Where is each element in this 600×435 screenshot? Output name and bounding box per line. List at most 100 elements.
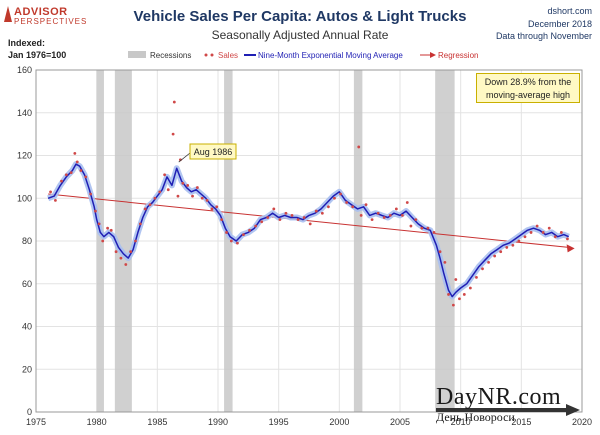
sales-point: [547, 226, 551, 230]
source-label: dshort.com: [547, 6, 592, 16]
sales-point: [447, 293, 450, 296]
sales-point: [333, 196, 336, 200]
sales-point: [409, 224, 413, 228]
x-tick-label: 1990: [208, 417, 228, 427]
sales-point: [248, 228, 251, 232]
date-label: December 2018: [527, 19, 592, 29]
axes: 0 20 40 60 80 100 120 140 160 1975 1980 1985 1990 199…: [17, 65, 592, 427]
sales-point: [229, 239, 233, 243]
y-tick-label: 100: [17, 193, 32, 203]
callout-box: Down 28.9% from the moving-average high: [476, 73, 580, 103]
sales-point: [468, 286, 472, 290]
regression-line: [48, 193, 575, 253]
moving-average-line: [47, 163, 569, 298]
sales-point: [290, 213, 294, 217]
sales-point: [420, 226, 424, 230]
sales-point: [487, 260, 490, 264]
sales-point: [200, 196, 204, 200]
sales-point: [158, 190, 162, 194]
watermark-arrow: [436, 404, 580, 416]
legend-sales-marker: [204, 53, 208, 57]
callout-line-2: moving-average high: [485, 90, 571, 100]
sales-point: [405, 201, 409, 204]
sales-point: [49, 190, 52, 194]
y-tick-label: 0: [27, 407, 32, 417]
sales-point: [462, 293, 466, 296]
sales-point: [370, 218, 374, 222]
sales-point: [320, 211, 324, 215]
legend-regression-label: Regression: [438, 51, 478, 60]
sales-point: [541, 231, 545, 234]
sales-point: [106, 226, 109, 230]
sales-point: [302, 216, 306, 219]
x-tick-label: 2020: [572, 417, 592, 427]
chart-subtitle: Seasonally Adjusted Annual Rate: [211, 28, 389, 42]
y-tick-label: 80: [22, 236, 32, 246]
sales-point: [225, 231, 228, 234]
sales-point: [75, 160, 79, 164]
sales-point: [517, 239, 521, 243]
sales-point: [296, 218, 300, 222]
regression-line: [48, 193, 569, 248]
sales-point: [505, 246, 509, 249]
legend-recessions-label: Recessions: [150, 51, 191, 60]
x-tick-label: 2015: [511, 417, 531, 427]
x-tick-label: 2000: [329, 417, 349, 427]
sales-series: [49, 100, 569, 307]
sales-point: [401, 213, 404, 217]
sales-point: [236, 241, 239, 245]
annotation-box: [189, 143, 237, 160]
sales-point: [535, 224, 539, 228]
legend-regression-arrow: [430, 52, 436, 58]
sales-point: [388, 213, 392, 217]
moving-average-series: [47, 161, 570, 300]
x-tick-label: 2010: [451, 417, 471, 427]
legend: Recessions Sales Nine-Month Exponential Mo…: [128, 51, 478, 60]
sales-point: [272, 207, 276, 211]
sales-point: [119, 256, 123, 260]
watermark-arrow-shape: [436, 404, 580, 416]
sales-point: [278, 218, 282, 222]
x-tick-label: 2005: [390, 417, 410, 427]
callout-line-1: Down 28.9% from the: [484, 77, 572, 87]
y-tick-label: 120: [17, 151, 32, 161]
sales-point: [84, 175, 88, 179]
sales-point: [394, 207, 398, 211]
sales-point: [493, 254, 497, 258]
sales-point: [308, 222, 312, 226]
sales-point: [129, 250, 133, 254]
y-tick-label: 140: [17, 108, 32, 118]
sales-point: [566, 237, 569, 241]
legend-recession-swatch: [128, 51, 146, 58]
sales-point: [284, 211, 288, 215]
sales-point: [97, 222, 101, 226]
recession-band: [435, 70, 455, 412]
sales-point: [432, 231, 436, 234]
sales-point: [458, 297, 461, 301]
y-tick-label: 20: [22, 364, 32, 374]
data-through-label: Data through November: [495, 31, 592, 41]
sales-point: [523, 235, 527, 239]
sales-point: [327, 205, 330, 209]
sales-point: [382, 216, 386, 219]
sales-point: [166, 188, 170, 192]
sales-point: [89, 192, 92, 196]
x-tick-label: 1980: [87, 417, 107, 427]
legend-sales-marker: [210, 53, 214, 57]
sales-point: [260, 220, 264, 224]
annotation: Aug 1986: [178, 143, 237, 163]
sales-point: [153, 196, 157, 200]
sales-point: [359, 213, 363, 217]
sales-point: [215, 205, 219, 209]
sales-point: [54, 198, 57, 202]
annotation-label: Aug 1986: [194, 147, 233, 157]
sales-point: [314, 209, 318, 213]
sales-point: [176, 194, 180, 198]
sales-point: [364, 203, 368, 207]
chart-title: Vehicle Sales Per Capita: Autos & Light …: [133, 8, 467, 25]
sales-point: [426, 226, 430, 230]
plot-frame: [35, 69, 583, 413]
regression-arrowhead: [566, 244, 575, 253]
sales-point: [171, 132, 175, 136]
sales-point: [376, 211, 380, 215]
